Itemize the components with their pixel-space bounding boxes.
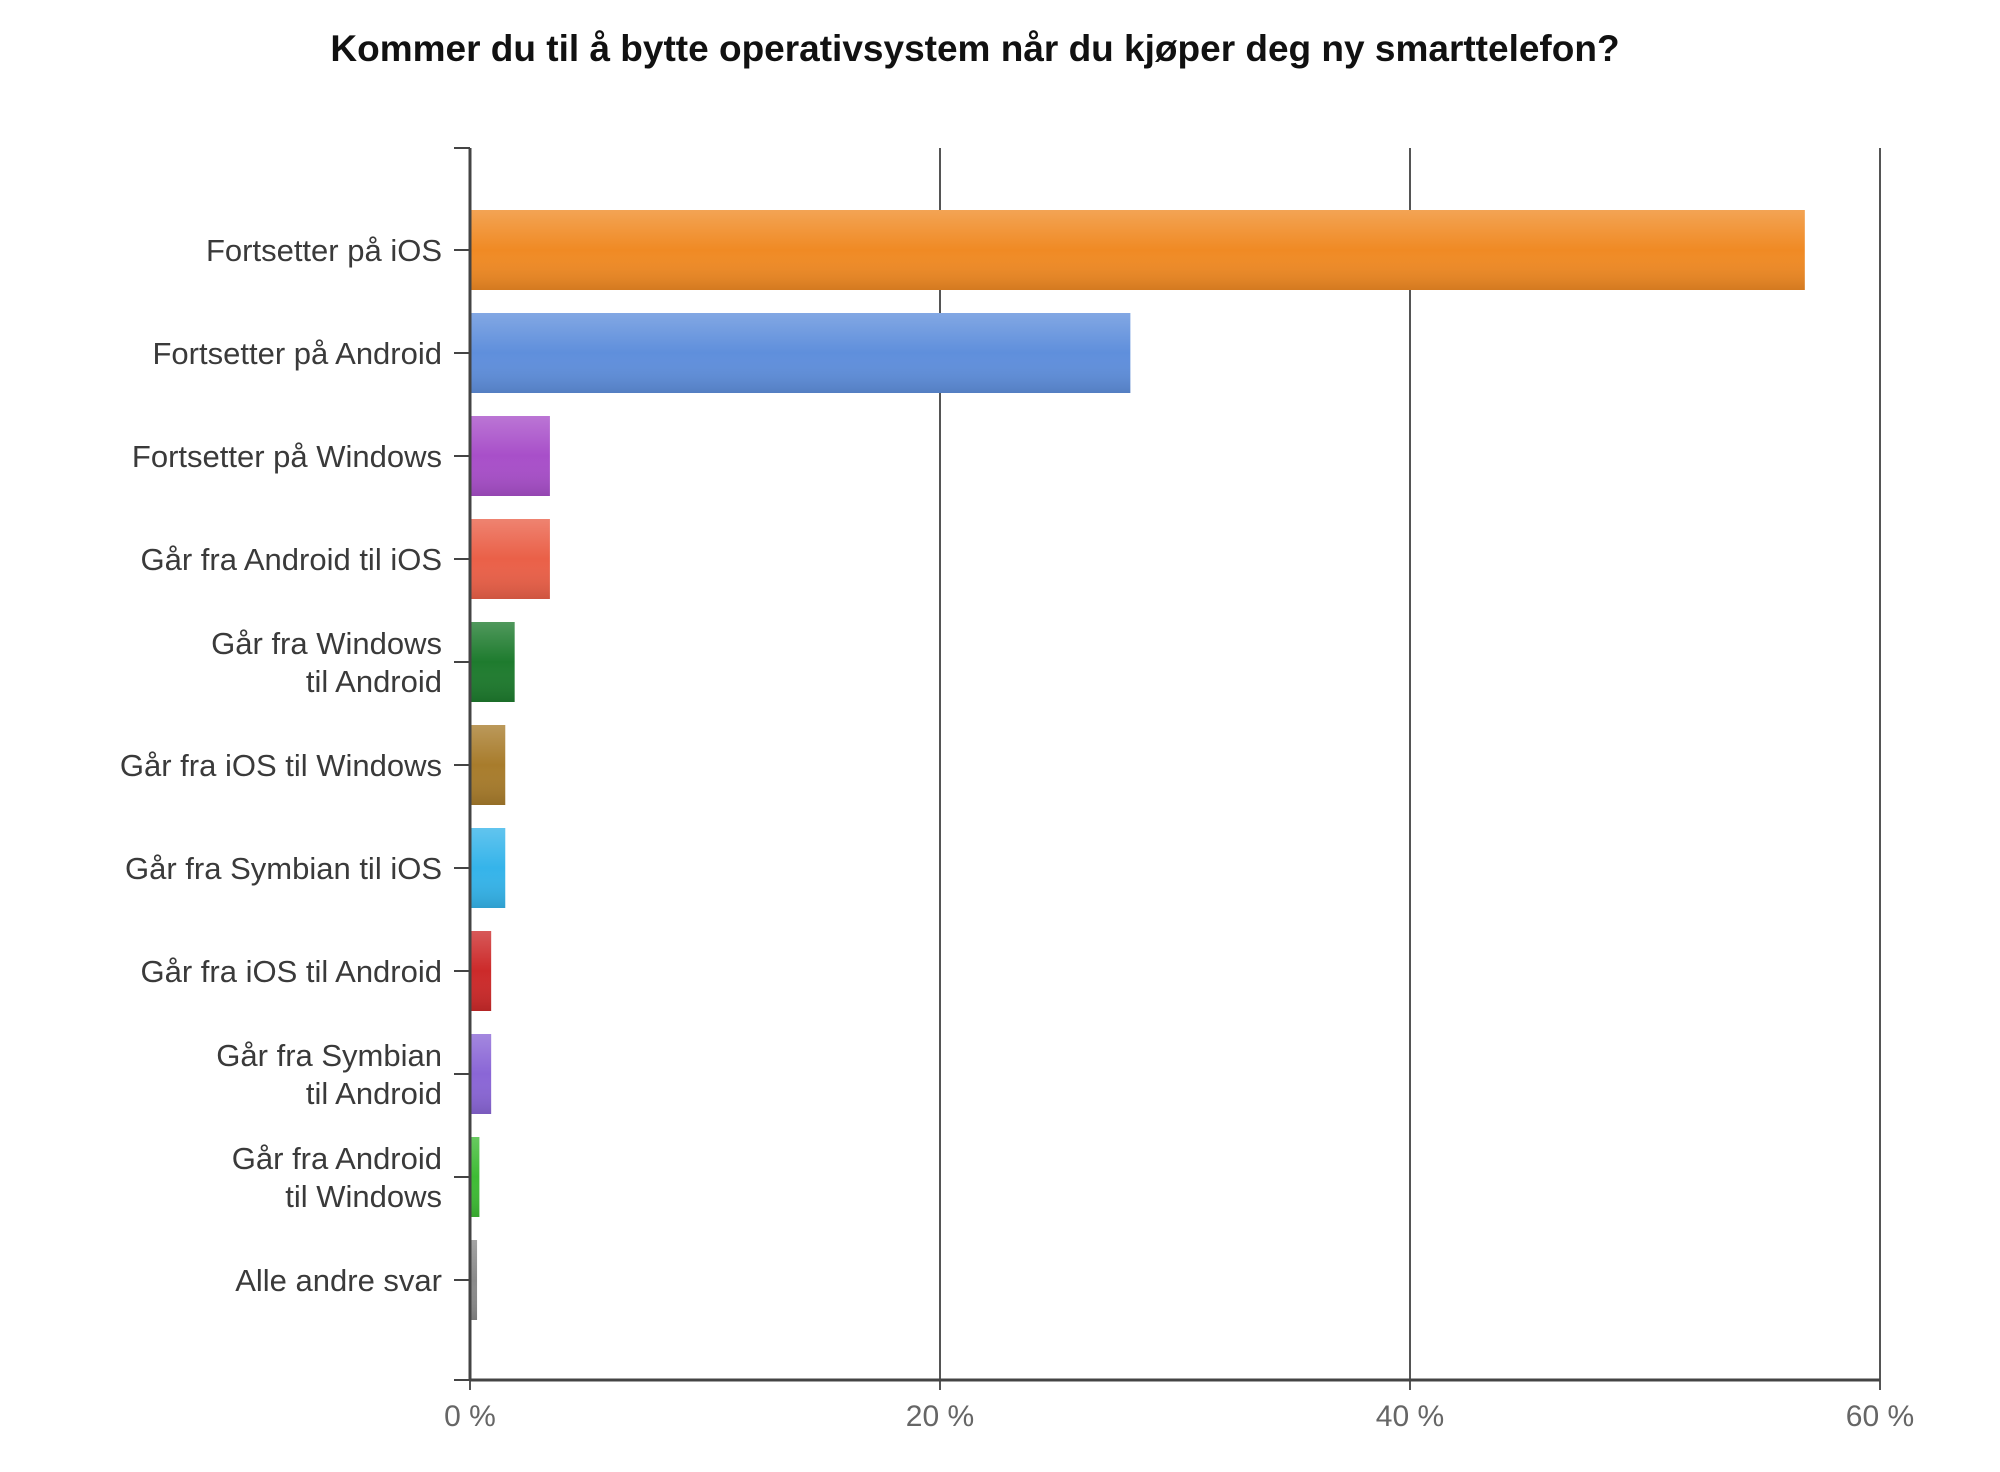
x-tick-label-2: 40 % — [1376, 1400, 1444, 1433]
bar-shade-5 — [470, 725, 506, 805]
bar-shade-9 — [470, 1137, 480, 1217]
category-labels: Fortsetter på iOS Fortsetter på Android Fo… — [120, 233, 442, 1298]
x-tick-label-0: 0 % — [444, 1400, 496, 1433]
category-label-10: Alle andre svar — [235, 1263, 442, 1298]
bar-shade-6 — [470, 828, 506, 908]
x-tick-label-1: 20 % — [906, 1400, 974, 1433]
bar-10 — [470, 1240, 478, 1320]
bar-7 — [470, 931, 492, 1011]
bar-2 — [470, 416, 550, 496]
bar-9 — [470, 1137, 480, 1217]
bar-shade-1 — [470, 313, 1131, 393]
x-tick-label-3: 60 % — [1846, 1400, 1914, 1433]
category-label-3: Går fra Android til iOS — [140, 542, 442, 577]
category-label-1: Fortsetter på Android — [153, 336, 443, 371]
bar-8 — [470, 1034, 492, 1114]
bar-shade-8 — [470, 1034, 492, 1114]
category-label-9: Går fra Android til Windows — [232, 1141, 442, 1214]
category-label-0: Fortsetter på iOS — [206, 233, 442, 268]
bar-5 — [470, 725, 506, 805]
bar-shade-0 — [470, 210, 1805, 290]
bar-1 — [470, 313, 1131, 393]
category-label-6: Går fra Symbian til iOS — [125, 851, 442, 886]
bar-shade-3 — [470, 519, 550, 599]
axes: 0 % 20 % 40 % 60 % — [444, 147, 1914, 1433]
bar-shade-7 — [470, 931, 492, 1011]
category-label-2: Fortsetter på Windows — [132, 439, 442, 474]
bar-6 — [470, 828, 506, 908]
category-label-4: Går fra Windows til Android — [211, 626, 442, 699]
bar-shade-4 — [470, 622, 515, 702]
bars — [470, 210, 1805, 1320]
bar-shade-10 — [470, 1240, 478, 1320]
category-label-7: Går fra iOS til Android — [140, 954, 442, 989]
bar-4 — [470, 622, 515, 702]
bar-0 — [470, 210, 1805, 290]
category-label-8: Går fra Symbian til Android — [216, 1038, 442, 1111]
bar-3 — [470, 519, 550, 599]
category-label-5: Går fra iOS til Windows — [120, 748, 442, 783]
bar-shade-2 — [470, 416, 550, 496]
chart-title: Kommer du til å bytte operativsystem når… — [330, 28, 1620, 69]
